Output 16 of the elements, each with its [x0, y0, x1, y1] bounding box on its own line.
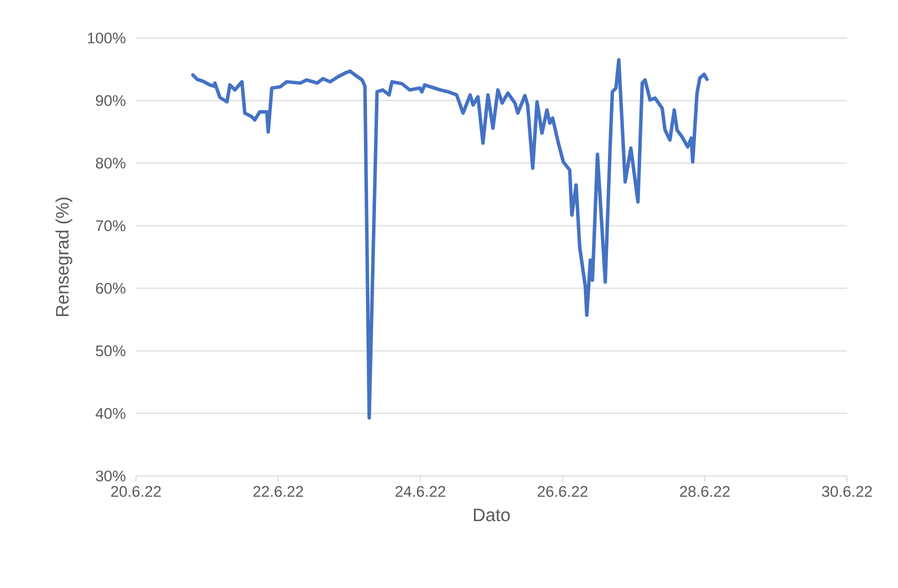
y-tick-label: 80% — [96, 158, 126, 169]
x-tick-label: 28.6.22 — [680, 486, 730, 497]
y-tick-label: 100% — [88, 32, 126, 44]
x-tick-label: 20.6.22 — [111, 486, 161, 497]
x-axis-title: Dato — [474, 508, 510, 522]
x-tick-label: 22.6.22 — [253, 486, 304, 497]
y-tick-label: 40% — [96, 408, 126, 419]
y-tick-label: 50% — [96, 345, 126, 356]
x-tick-label: 26.6.22 — [538, 486, 588, 497]
x-tick-label: 24.6.22 — [396, 486, 446, 497]
y-axis-title: Rensegrad (%) — [55, 198, 72, 316]
y-tick-label: 70% — [96, 220, 126, 232]
y-tick-label: 30% — [96, 470, 126, 482]
x-tick-label: 30.6.22 — [822, 486, 872, 497]
y-tick-label: 60% — [96, 282, 126, 294]
y-tick-label: 90% — [96, 95, 126, 106]
